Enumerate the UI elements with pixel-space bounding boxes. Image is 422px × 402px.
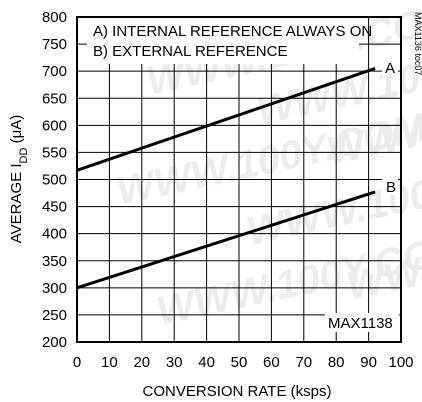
plot-frame [76,16,402,343]
y-tick-label-550: 550 [42,144,67,161]
y-tick-label-450: 450 [42,199,67,216]
y-tick-label-300: 300 [42,280,67,297]
x-tick-label-60: 60 [263,354,280,371]
series-label-b: B [386,179,396,196]
y-tick-label-750: 750 [42,36,67,53]
legend-entry-a: A) INTERNAL REFERENCE ALWAYS ON [93,23,372,40]
y-tick-label-250: 250 [42,307,67,324]
x-tick-label-10: 10 [101,354,118,371]
y-tick-labels: 200 250 300 350 400 450 500 550 600 650 700 750 800 [42,9,67,351]
series-line-a [76,67,376,172]
part-label-bg [325,313,399,332]
y-axis-title: AVERAGE IDD (μA) [8,115,30,243]
x-tick-label-40: 40 [198,354,215,371]
y-tick-label-200: 200 [42,334,67,351]
x-tick-label-80: 80 [328,354,345,371]
series-line-b [76,190,376,290]
y-tick-label-600: 600 [42,117,67,134]
y-tick-label-400: 400 [42,226,67,243]
x-tick-label-90: 90 [360,354,377,371]
series-lines [76,67,376,290]
legend-entry-b: B) EXTERNAL REFERENCE [93,43,287,60]
part-label: MAX1138 [328,315,393,332]
x-tick-label-50: 50 [231,354,248,371]
y-axis-title-subscript: DD [18,148,30,164]
y-axis-title-prefix: AVERAGE I [8,163,25,243]
y-tick-label-350: 350 [42,253,67,270]
y-tick-label-700: 700 [42,63,67,80]
y-tick-label-500: 500 [42,172,67,189]
x-tick-label-70: 70 [295,354,312,371]
y-tick-label-800: 800 [42,9,67,26]
x-tick-label-0: 0 [73,354,81,371]
x-tick-label-20: 20 [133,354,150,371]
series-label-a: A [385,60,395,77]
x-tick-label-100: 100 [388,354,413,371]
figure-id: MAX1136 toc07 [413,12,422,75]
series-label-b-bg [382,177,398,195]
x-tick-label-30: 30 [166,354,183,371]
series-label-a-bg [382,58,398,76]
y-tick-label-650: 650 [42,90,67,107]
legend-box [87,18,359,64]
x-axis-title: CONVERSION RATE (ksps) [143,383,332,400]
y-axis-title-suffix: (μA) [8,115,25,148]
x-tick-labels: 0 10 20 30 40 50 60 70 80 90 100 [73,354,414,371]
